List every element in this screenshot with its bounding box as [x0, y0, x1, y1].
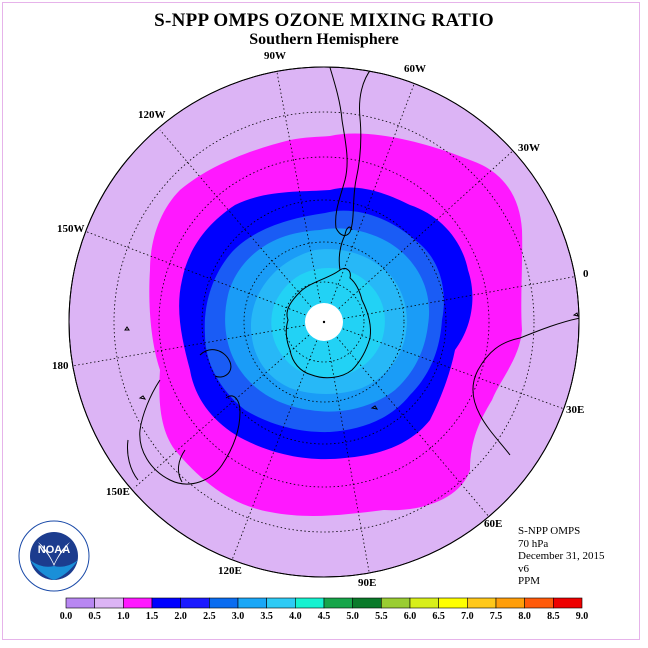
lon-label-150w: 150W: [57, 223, 85, 235]
colorbar-tick-label: 5.5: [375, 611, 388, 622]
colorbar-tick-label: 7.0: [461, 611, 474, 622]
colorbar-tick-label: 1.5: [146, 611, 159, 622]
lon-label-120e: 120E: [218, 565, 242, 577]
colorbar-swatch: [266, 597, 296, 609]
colorbar-swatch: [553, 597, 583, 609]
noaa-logo-text: NOAA: [38, 544, 70, 556]
info-date: December 31, 2015: [518, 550, 605, 562]
lon-label-90w: 90W: [264, 50, 286, 62]
colorbar-tick-label: 2.0: [174, 611, 187, 622]
colorbar-tick-label: 5.0: [346, 611, 359, 622]
lon-label-90e: 90E: [358, 577, 377, 589]
colorbar-swatch: [180, 597, 210, 609]
lon-label-150e: 150E: [106, 486, 130, 498]
graticule: [71, 67, 579, 577]
colorbar-tick-label: 3.0: [232, 611, 245, 622]
colorbar-swatch: [381, 597, 411, 609]
page-subtitle: Southern Hemisphere: [249, 31, 399, 48]
colorbar-tick-label: 2.5: [203, 611, 216, 622]
colorbar-tick-label: 7.5: [490, 611, 503, 622]
colorbar-swatch: [323, 597, 353, 609]
info-instrument: S-NPP OMPS: [518, 525, 581, 537]
colorbar-swatch: [295, 597, 325, 609]
colorbar-tick-label: 8.5: [547, 611, 560, 622]
colorbar-swatch: [467, 597, 497, 609]
info-level: 70 hPa: [518, 537, 549, 550]
colorbar-tick-label: 1.0: [117, 611, 130, 622]
noaa-logo: NOAA: [18, 520, 90, 592]
page-frame: [2, 2, 640, 640]
south-america-coastline: [321, 67, 373, 236]
lon-label-60e: 60E: [484, 518, 503, 530]
page-title: S-NPP OMPS OZONE MIXING RATIO: [154, 10, 494, 31]
lon-label-0: 0: [583, 268, 589, 280]
info-block: S-NPP OMPS 70 hPa December 31, 2015 v6 P…: [518, 525, 604, 588]
colorbar-tick-label: 4.5: [318, 611, 331, 622]
islands-coastline: [124, 312, 579, 410]
colorbar-swatch: [151, 597, 181, 609]
colorbar-swatch: [94, 597, 124, 609]
lon-label-180: 180: [52, 360, 69, 372]
colorbar-swatch: [409, 597, 439, 609]
colorbar-tick-label: 3.5: [260, 611, 273, 622]
colorbar-tick-label: 9.0: [576, 611, 589, 622]
south-pole-marker: [322, 320, 326, 324]
colorbar-tick-label: 0.0: [60, 611, 73, 622]
colorbar-swatch: [438, 597, 468, 609]
colorbar-tick-label: 4.0: [289, 611, 302, 622]
lon-label-120w: 120W: [138, 109, 166, 121]
info-units: PPM: [518, 575, 541, 587]
colorbar-tick-label: 6.0: [404, 611, 417, 622]
new-zealand-coastline: [127, 439, 186, 483]
colorbar-swatch: [524, 597, 554, 609]
africa-coastline: [472, 317, 579, 456]
colorbar-swatch: [65, 597, 95, 609]
info-version: v6: [518, 562, 529, 575]
lon-label-30w: 30W: [518, 142, 540, 154]
lon-label-60w: 60W: [404, 63, 426, 75]
colorbar-swatch: [495, 597, 525, 609]
colorbar-swatch: [123, 597, 153, 609]
map-border: [68, 66, 580, 578]
colorbar-swatch: [237, 597, 267, 609]
colorbar-tick-label: 8.0: [518, 611, 531, 622]
colorbar-tick-label: 0.5: [88, 611, 101, 622]
colorbar-tick-label: 6.5: [432, 611, 445, 622]
colorbar: 0.0 0.5 1.0 1.5 2.0 2.5 3.0 3.5 4.0 4.5 5.0 5.5 6.0 6…: [60, 597, 589, 622]
colorbar-swatch: [209, 597, 239, 609]
lon-label-30e: 30E: [566, 404, 585, 416]
colorbar-swatch: [352, 597, 382, 609]
